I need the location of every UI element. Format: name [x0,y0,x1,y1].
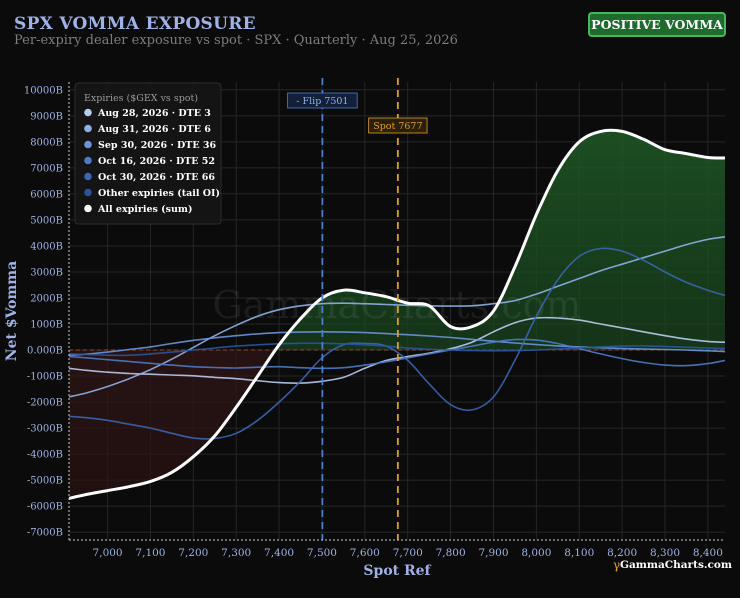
legend-swatch [84,140,92,149]
brand-logo-text: GammaCharts.com [620,559,732,571]
axes: -7000B -6000B -5000B -4000B -3000B -2000B -100… [24,82,725,559]
y-tick-label: 4000B [30,241,63,252]
negative-area [69,350,276,499]
x-tick-label: 7,300 [221,547,251,559]
legend-swatch [84,108,92,117]
y-tick-label: 3000B [30,267,63,278]
legend-swatch [84,124,92,133]
chart-title: SPX VOMMA EXPOSURE [14,14,256,34]
x-tick-label: 7,700 [393,547,423,559]
y-tick-label: 0.000B [27,346,63,357]
reference-lines: - Flip 7501 Spot 7677 [287,78,428,540]
x-tick-label: 7,200 [178,547,208,559]
x-tick-label: 7,000 [93,547,123,559]
legend-item-label: Aug 31, 2026 · DTE 6 [97,124,211,135]
y-tick-label: 9000B [30,111,63,122]
flip-label: - Flip 7501 [296,96,348,107]
x-tick-label: 8,100 [564,547,594,559]
y-tick-label: 7000B [30,163,63,174]
brand-logo-icon: γ [613,558,620,572]
x-tick-label: 7,400 [264,547,294,559]
legend-item-label: Oct 30, 2026 · DTE 66 [98,172,215,183]
x-tick-label: 8,400 [693,547,723,559]
y-tick-label: -4000B [27,450,63,461]
x-tick-label: 8,300 [650,547,680,559]
legend: Expiries ($GEX vs spot) Aug 28, 2026 · D… [74,82,222,225]
x-tick-label: 7,800 [436,547,466,559]
legend-item-label: Sep 30, 2026 · DTE 36 [98,140,217,151]
y-tick-label: 1000B [30,320,63,331]
x-tick-label: 8,200 [607,547,637,559]
y-tick-label: 8000B [30,137,63,148]
chart-subtitle: Per-expiry dealer exposure vs spot · SPX… [14,33,458,48]
legend-swatch [84,204,92,213]
y-tick-label: 10000B [24,85,63,96]
x-tick-label: 7,500 [307,547,337,559]
x-tick-label: 7,600 [350,547,380,559]
x-tick-label: 7,900 [478,547,508,559]
y-tick-label: -6000B [27,502,63,513]
series-line-2 [69,236,725,398]
legend-item-label: Oct 16, 2026 · DTE 52 [98,156,215,167]
flip-label-box [287,92,358,109]
series-line-5 [69,247,725,440]
x-tick-label: 8,000 [521,547,551,559]
x-tick-label: 7,100 [135,547,165,559]
y-tick-label: 6000B [30,189,63,200]
legend-swatch [84,188,92,197]
legend-swatch [84,172,92,181]
legend-swatch [84,156,92,165]
brand-logo: γ GammaCharts.com [613,558,732,572]
legend-box [74,82,222,225]
legend-title: Expiries ($GEX vs spot) [84,93,198,104]
y-tick-label: 2000B [30,293,63,304]
y-tick-label: -5000B [27,476,63,487]
legend-item-label: Aug 28, 2026 · DTE 3 [97,108,211,119]
spot-label: Spot 7677 [373,121,422,132]
spot-label-box [368,117,428,134]
positive-area [69,130,725,351]
status-badge: POSITIVE VOMMA [588,12,726,37]
y-tick-label: -7000B [27,528,63,539]
exposure-fill [69,130,725,499]
legend-item-label: All expiries (sum) [97,204,192,215]
legend-item-label: Other expiries (tail OI) [98,188,220,199]
y-axis-label: Net $Vomma [4,261,20,361]
x-axis-label: Spot Ref [363,563,431,579]
y-tick-label: 5000B [30,215,63,226]
y-tick-label: -3000B [27,424,63,435]
y-tick-label: -1000B [27,372,63,383]
y-tick-label: -2000B [27,398,63,409]
